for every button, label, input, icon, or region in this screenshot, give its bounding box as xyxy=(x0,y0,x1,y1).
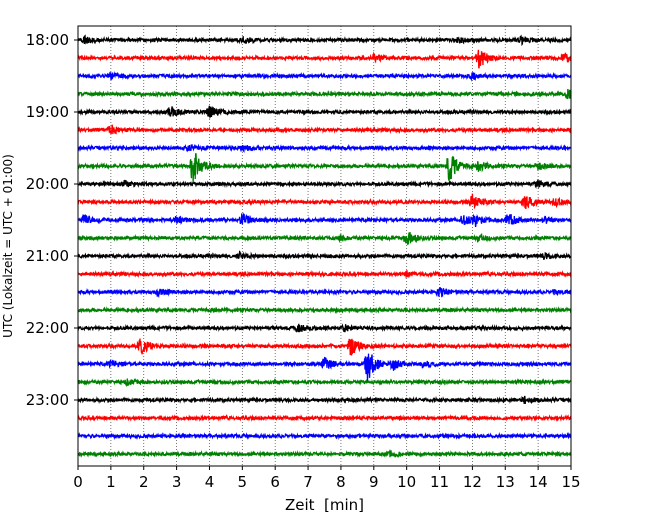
x-tick-label: 15 xyxy=(561,473,580,491)
x-tick-label: 10 xyxy=(397,473,416,491)
trace-2345 xyxy=(77,448,572,458)
trace-2230 xyxy=(77,353,572,382)
trace-2330 xyxy=(77,431,572,441)
x-tick-label: 3 xyxy=(172,473,182,491)
x-tick-label: 0 xyxy=(73,473,83,491)
y-tick-label: 18:00 xyxy=(26,31,69,49)
trace-1815 xyxy=(77,49,572,69)
x-tick-label: 11 xyxy=(430,473,449,491)
y-tick-label: 23:00 xyxy=(26,391,69,409)
trace-1900 xyxy=(77,105,572,120)
trace-2245 xyxy=(77,377,572,388)
trace-1845 xyxy=(77,88,572,100)
plot-frame xyxy=(77,25,572,467)
x-tick-label: 6 xyxy=(270,473,280,491)
trace-2015 xyxy=(77,193,572,210)
y-tick-label: 20:00 xyxy=(26,175,69,193)
trace-1830 xyxy=(77,70,572,82)
trace-2100 xyxy=(77,250,572,261)
trace-2215 xyxy=(77,338,572,356)
trace-2000 xyxy=(77,179,572,190)
trace-1800 xyxy=(77,34,572,47)
trace-2145 xyxy=(77,305,572,315)
x-tick-label: 13 xyxy=(496,473,515,491)
trace-2115 xyxy=(77,269,572,279)
x-tick-label: 2 xyxy=(139,473,149,491)
trace-1930 xyxy=(77,143,572,154)
trace-2315 xyxy=(77,413,572,423)
x-tick-label: 8 xyxy=(336,473,346,491)
x-tick-label: 12 xyxy=(463,473,482,491)
seismogram-traces xyxy=(77,34,572,458)
trace-1915 xyxy=(77,124,572,135)
trace-2200 xyxy=(77,323,572,333)
trace-2130 xyxy=(77,287,572,299)
y-tick-label: 21:00 xyxy=(26,247,69,265)
x-tick-label: 9 xyxy=(369,473,379,491)
trace-2045 xyxy=(77,232,572,245)
trace-2300 xyxy=(77,395,572,405)
x-tick-label: 1 xyxy=(106,473,116,491)
x-axis-label: Zeit [min] xyxy=(285,496,364,514)
trace-2030 xyxy=(77,212,572,228)
x-tick-label: 4 xyxy=(205,473,215,491)
x-tick-label: 7 xyxy=(303,473,313,491)
y-tick-label: 22:00 xyxy=(26,319,69,337)
x-axis-ticks: 0 1 2 3 4 5 6 7 8 9 10 11 12 13 14 15 xyxy=(73,466,581,491)
trace-1945 xyxy=(77,153,572,183)
y-tick-label: 19:00 xyxy=(26,103,69,121)
x-grid xyxy=(110,26,539,466)
x-tick-label: 14 xyxy=(529,473,548,491)
x-tick-label: 5 xyxy=(238,473,248,491)
y-axis-label: UTC (Lokalzeit = UTC + 01:00) xyxy=(1,154,15,338)
y-axis-ticks: 18:00 19:00 20:00 21:00 22:00 23:00 xyxy=(26,31,78,409)
